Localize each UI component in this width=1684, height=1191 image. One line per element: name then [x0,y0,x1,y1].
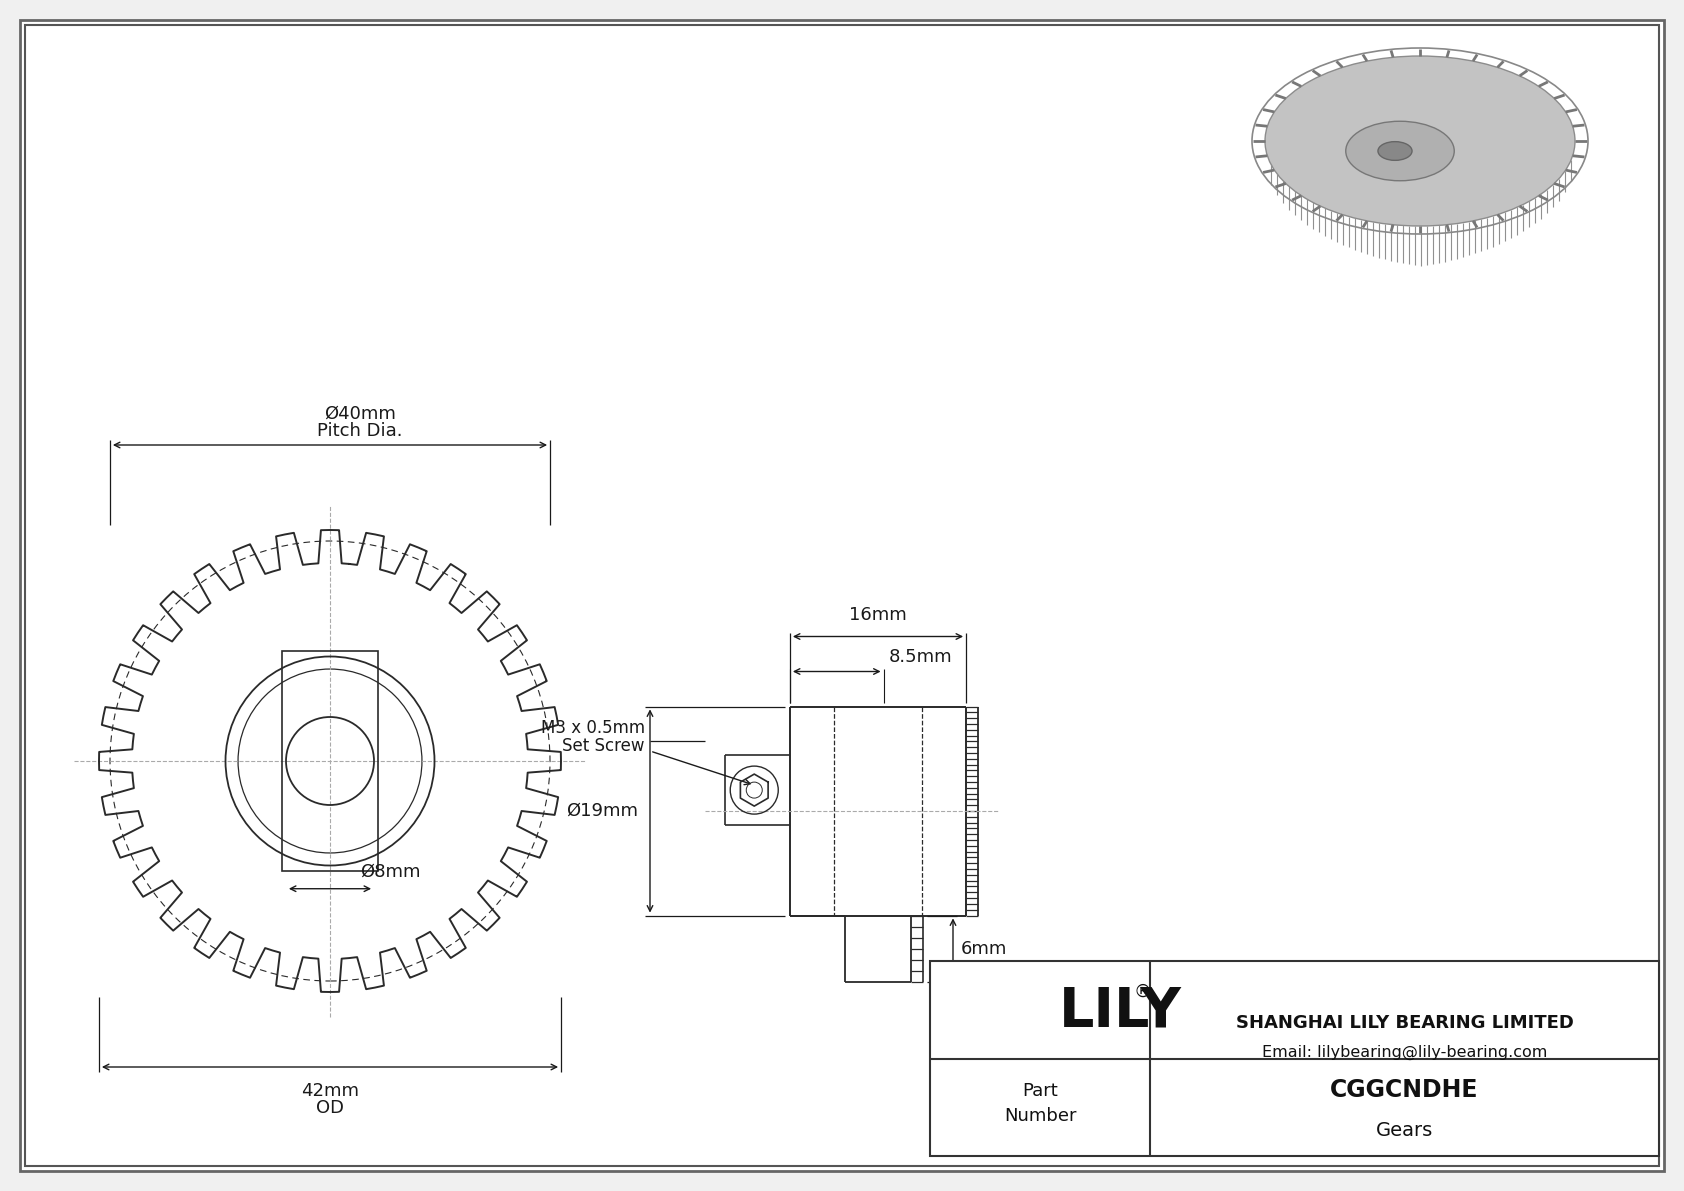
Text: Set Screw: Set Screw [562,737,645,755]
Ellipse shape [1346,121,1455,181]
Bar [281,651,379,871]
Text: M3 x 0.5mm: M3 x 0.5mm [541,719,645,737]
Text: 8.5mm: 8.5mm [889,649,951,667]
Text: LILY: LILY [1059,985,1182,1039]
Text: OD: OD [317,1099,344,1117]
Text: Email: lilybearing@lily-bearing.com: Email: lilybearing@lily-bearing.com [1261,1045,1548,1060]
Text: Ø40mm: Ø40mm [323,405,396,423]
Text: SHANGHAI LILY BEARING LIMITED: SHANGHAI LILY BEARING LIMITED [1236,1015,1573,1033]
Text: Pitch Dia.: Pitch Dia. [317,422,402,439]
Text: 16mm: 16mm [849,606,908,624]
Text: 6mm: 6mm [962,940,1007,958]
Text: 42mm: 42mm [301,1081,359,1100]
Text: ®: ® [1133,984,1150,1002]
Text: Gears: Gears [1376,1121,1433,1140]
Ellipse shape [1378,142,1413,161]
Text: Part
Number: Part Number [1004,1081,1076,1124]
Text: Ø8mm: Ø8mm [360,862,421,880]
Text: Ø19mm: Ø19mm [566,802,638,819]
Text: CGGCNDHE: CGGCNDHE [1330,1078,1479,1102]
Ellipse shape [1265,56,1575,226]
Bar [930,961,1659,1156]
